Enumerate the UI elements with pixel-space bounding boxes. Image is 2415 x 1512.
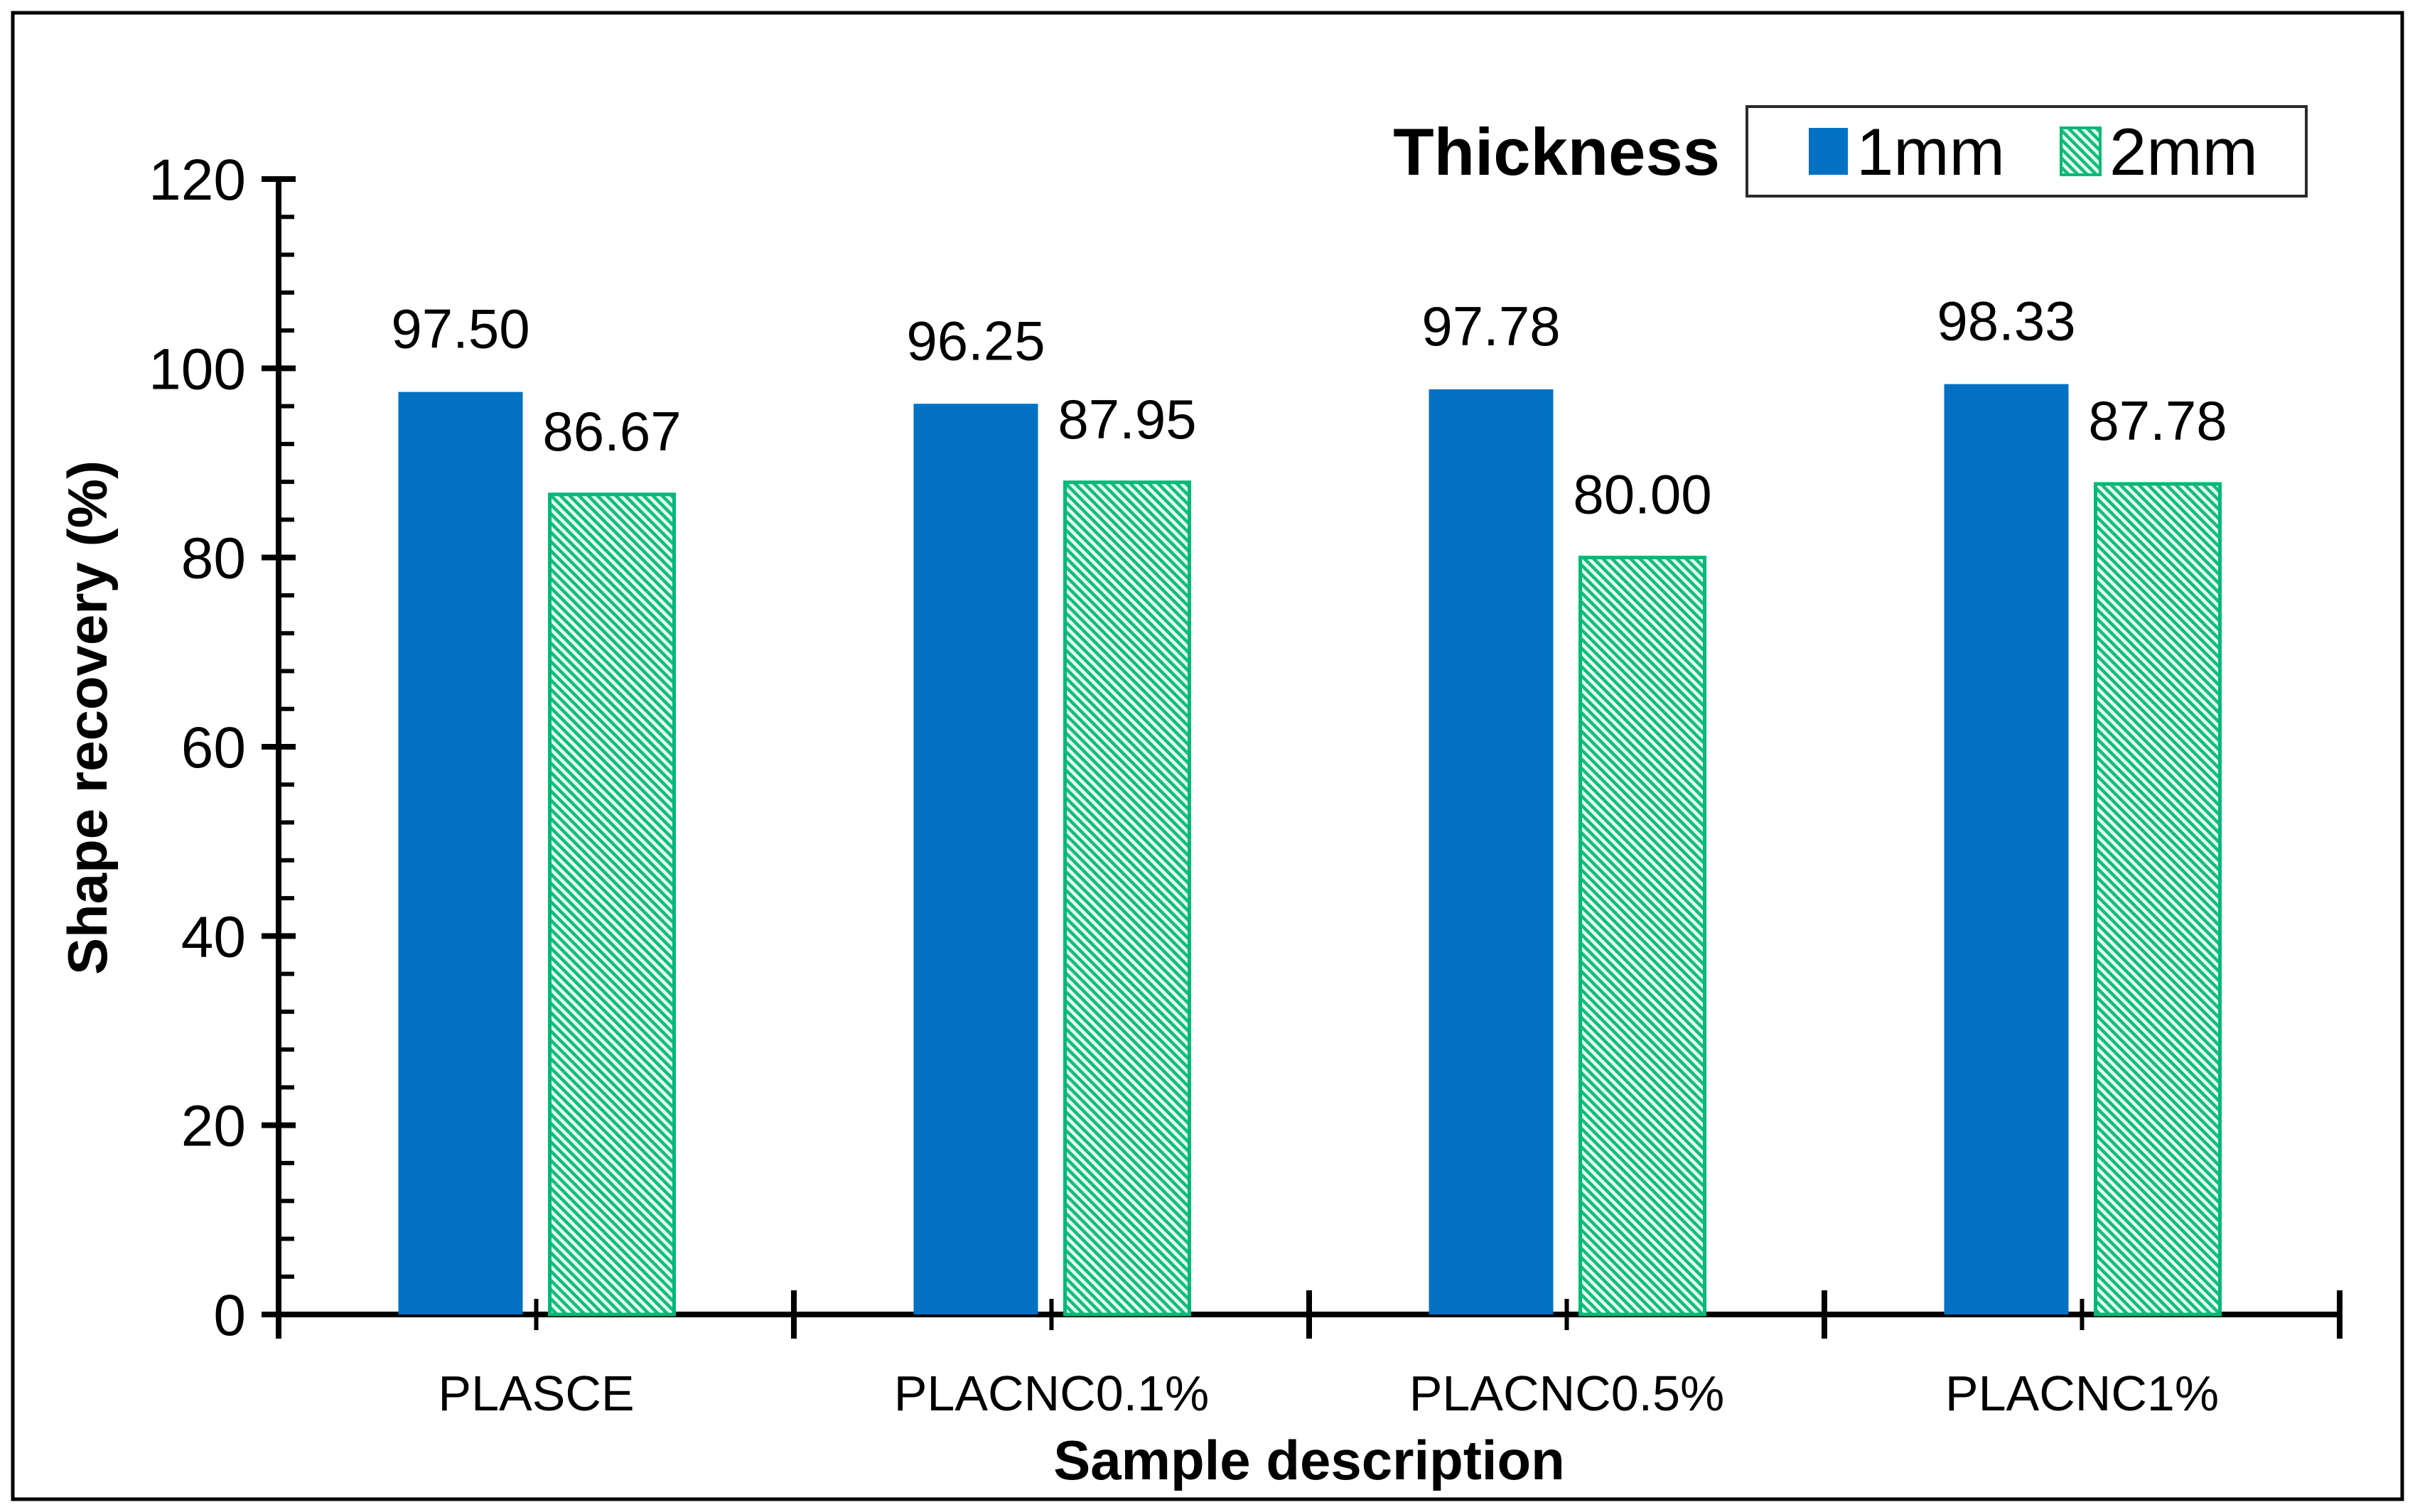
- y-axis: 0 20 40 60 80 100 120: [149, 148, 296, 1348]
- legend-swatch-1mm: [1809, 128, 1848, 175]
- bars: [398, 384, 2222, 1317]
- bar-2mm: [1063, 480, 1191, 1317]
- x-category-label: PLASCE: [438, 1366, 634, 1421]
- y-tick-label: 0: [213, 1283, 246, 1348]
- bar-1mm: [1944, 384, 2069, 1314]
- bar-1mm: [398, 392, 523, 1314]
- bar-value-2mm: 87.95: [1058, 388, 1196, 450]
- y-axis-title: Shape recovery (%): [56, 460, 119, 975]
- y-tick-label: 100: [149, 337, 246, 401]
- bar-value-1mm: 97.78: [1421, 295, 1560, 357]
- bar-value-2mm: 80.00: [1573, 463, 1711, 526]
- legend: Thickness 1mm 2mm: [1393, 105, 2308, 198]
- x-axis-title: Sample description: [1053, 1429, 1565, 1491]
- category-labels: PLASCE PLACNC0.1% PLACNC0.5% PLACNC1%: [438, 1366, 2219, 1421]
- y-tick-label: 60: [181, 716, 246, 780]
- bar-value-1mm: 96.25: [906, 309, 1045, 372]
- bar-value-1mm: 98.33: [1937, 290, 2075, 352]
- y-tick-label: 80: [181, 526, 246, 591]
- legend-label-2mm: 2mm: [2109, 114, 2258, 189]
- bar-value-2mm: 86.67: [542, 400, 681, 463]
- bar-1mm: [1429, 389, 1554, 1314]
- x-category-label: PLACNC0.1%: [894, 1366, 1210, 1421]
- legend-swatch-2mm: [2060, 126, 2102, 176]
- legend-title: Thickness: [1393, 114, 1720, 189]
- y-tick-label: 20: [181, 1094, 246, 1159]
- bar-1mm: [913, 404, 1038, 1315]
- bar-2mm: [2094, 482, 2222, 1317]
- x-category-label: PLACNC0.5%: [1409, 1366, 1725, 1421]
- y-tick-label: 40: [181, 904, 246, 969]
- x-category-label: PLACNC1%: [1945, 1366, 2219, 1421]
- bar-value-1mm: 97.50: [391, 298, 529, 360]
- y-tick-label: 120: [149, 148, 246, 212]
- bar-2mm: [1578, 556, 1706, 1317]
- bar-value-2mm: 87.78: [2088, 389, 2227, 452]
- legend-label-1mm: 1mm: [1856, 114, 2005, 189]
- bar-2mm: [548, 492, 676, 1317]
